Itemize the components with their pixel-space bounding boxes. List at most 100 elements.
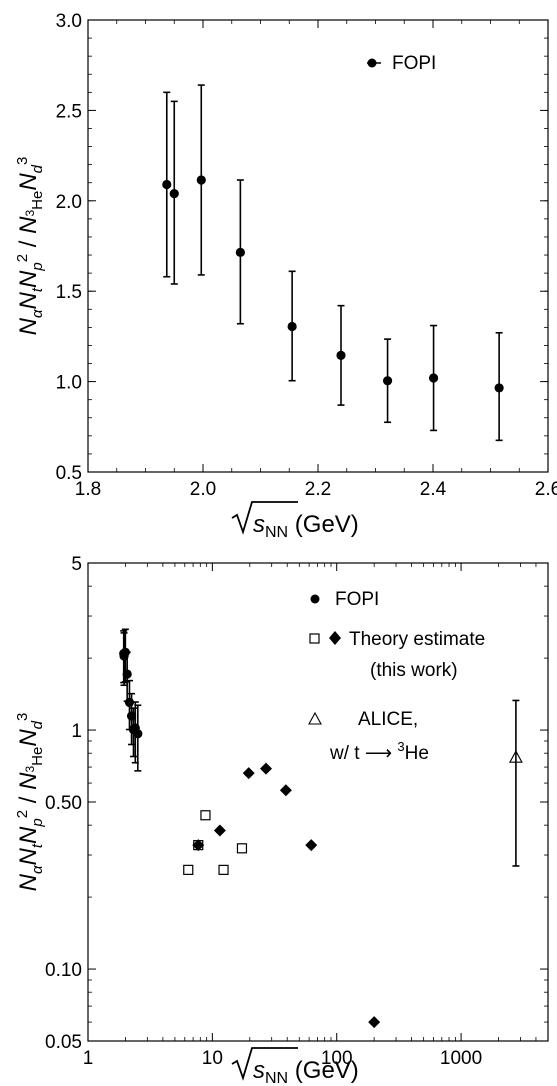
y-axis-title-part: 2 (14, 810, 31, 818)
fopi-bottom-point (122, 669, 132, 679)
legend-theory-diamond (329, 631, 341, 645)
theory-diamond-point (192, 839, 205, 852)
x-axis-radical (231, 501, 298, 535)
y-axis-title-part: t (29, 287, 46, 292)
y-axis-title-part: 3 (23, 210, 37, 217)
legend-alice-suffix: He (405, 743, 429, 764)
theory-square-point (218, 864, 229, 875)
legend-bottom: FOPI Theory estimate (this work) ALICE, … (308, 589, 485, 764)
legend-alice-triangle (308, 711, 322, 725)
x-axis-title: sNN (GeV) (253, 511, 359, 541)
y-tick-label-top: 1.0 (56, 373, 82, 394)
x-tick-label-top: 2.4 (420, 479, 447, 500)
y-axis-title: NαNtNp2 / N3HeNd3 (14, 157, 46, 336)
y-axis-title-part: / (15, 790, 42, 810)
x-axis-title-unit: (GeV) (288, 511, 359, 538)
y-axis-title-part: N (15, 291, 42, 309)
y-tick-label-top: 2.0 (56, 192, 82, 213)
y-tick-label-top: 0.5 (56, 463, 82, 484)
theory-diamond-point (213, 824, 226, 837)
chart-top: 1.8 2.0 2.2 2.4 2.60.51.01.52.02.53.0NαNtNp2… (14, 11, 557, 541)
alice-point (508, 750, 523, 763)
y-axis-title: NαNtNp2 / N3HeNd3 (14, 713, 46, 892)
y-tick-label-bottom: 0.05 (45, 1032, 82, 1053)
theory-diamond-point (260, 762, 273, 775)
legend-alice-label: ALICE, (358, 709, 418, 730)
fopi-top-point (494, 383, 504, 393)
fopi-top-point (235, 247, 245, 257)
x-axis-radical (231, 1047, 298, 1081)
x-axis-title-s: s (253, 1057, 265, 1084)
x-axis-title: sNN (GeV) (253, 1057, 359, 1086)
y-axis-title-part: N (15, 873, 42, 891)
fopi-top-point (169, 188, 179, 199)
y-axis-title-part: N (15, 772, 42, 790)
y-axis-title-part: N (15, 826, 42, 844)
legend-theory-label-2: (this work) (370, 660, 458, 681)
fopi-top-point (428, 373, 439, 383)
theory-square-point (200, 810, 211, 821)
x-tick-label-top: 2.0 (190, 479, 216, 500)
y-axis-title-part: d (29, 164, 46, 173)
legend-fopi-marker (367, 58, 377, 68)
y-axis-title-part: N (15, 317, 42, 335)
x-tick-label-top: 1.8 (75, 479, 101, 500)
theory-square-point (183, 864, 194, 875)
x-tick-label-bottom: 100 (321, 1048, 353, 1069)
legend-fopi-label: FOPI (392, 53, 436, 74)
y-axis-title-part: N (15, 173, 42, 191)
legend-alice-sup: 3 (397, 739, 404, 754)
y-axis-title-part: p (29, 818, 46, 827)
theory-square-point (236, 843, 248, 854)
y-axis-title-part: α (29, 865, 46, 874)
theory-diamond-point (279, 784, 292, 797)
y-axis-title-part: 3 (23, 766, 37, 773)
y-axis-title-part: p (29, 262, 46, 271)
y-axis-title-part: 3 (14, 157, 31, 165)
y-tick-label-top: 1.5 (56, 282, 82, 303)
y-axis-title-part: He (29, 191, 46, 210)
legend-alice-label-2: w/ t ⟶ 3He (329, 739, 429, 764)
y-axis-title-part: / (15, 234, 42, 254)
x-tick-label-bottom: 1000 (440, 1048, 482, 1069)
x-tick-label-top: 2.2 (305, 479, 331, 500)
y-axis-title-part: N (15, 270, 42, 288)
legend-top: FOPI (367, 53, 436, 74)
fopi-top-point (287, 321, 297, 332)
y-axis-title-part: He (29, 747, 46, 766)
y-axis-title-part: α (29, 309, 46, 318)
fopi-top-point (196, 175, 206, 185)
theory-diamond-point (242, 767, 255, 780)
fopi-top-point (336, 350, 346, 360)
y-axis-title-part: N (15, 216, 42, 234)
theory-diamond-point (305, 839, 318, 852)
fopi-top-point (162, 179, 172, 190)
y-axis-title-part: N (15, 847, 42, 865)
legend-fopi-marker-bottom (310, 594, 320, 604)
legend-theory-label: Theory estimate (349, 629, 485, 650)
y-tick-label-bottom: 1 (71, 721, 82, 742)
x-axis-title-sub: NN (265, 524, 288, 541)
y-tick-label-bottom: 0.10 (45, 960, 82, 981)
plot-frame-top (87, 19, 549, 473)
y-axis-title-part: N (15, 729, 42, 747)
fopi-top-point (382, 376, 393, 386)
y-axis-title-part: t (29, 843, 46, 848)
theory-diamond-point (368, 1016, 381, 1029)
y-tick-label-bottom: 0.50 (45, 793, 82, 814)
y-axis-title-part: 3 (14, 713, 31, 721)
legend-theory-square (309, 633, 320, 644)
y-tick-label-bottom: 5 (71, 554, 82, 575)
legend-alice-prefix: w/ t ⟶ (329, 743, 397, 764)
legend-fopi-label-bottom: FOPI (335, 589, 379, 610)
x-tick-label-top: 2.6 (535, 479, 557, 500)
fopi-bottom-point (133, 729, 143, 739)
x-axis-title-unit: (GeV) (288, 1057, 359, 1084)
x-tick-label-bottom: 1 (83, 1048, 94, 1069)
y-axis-title-part: 2 (14, 254, 31, 262)
x-axis-title-sub: NN (265, 1070, 288, 1086)
x-axis-title-s: s (253, 511, 265, 538)
y-tick-label-top: 3.0 (56, 11, 82, 32)
